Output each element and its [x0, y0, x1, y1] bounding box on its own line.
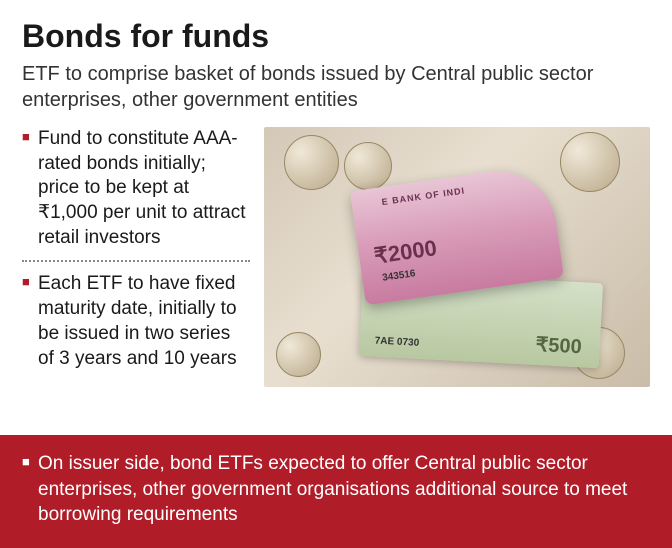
note-2000-serial: 343516 — [382, 268, 417, 284]
coin-icon — [560, 132, 620, 192]
coin-icon — [276, 332, 321, 377]
note-bank-label: E BANK OF INDI — [381, 186, 466, 208]
bullet-divider — [22, 260, 250, 262]
bullets-column: Fund to constitute AAA-rated bonds initi… — [22, 127, 250, 387]
note-2000-value: ₹2000 — [372, 235, 438, 270]
note-500-serial: 7AE 0730 — [374, 335, 419, 348]
headline: Bonds for funds — [22, 18, 650, 55]
subheadline: ETF to comprise basket of bonds issued b… — [22, 61, 650, 113]
currency-image: 7AE 0730 ₹500 E BANK OF INDI ₹2000 34351… — [264, 127, 650, 387]
bullet-item-2: Each ETF to have fixed maturity date, in… — [22, 272, 250, 371]
footer-bullet: On issuer side, bond ETFs expected to of… — [22, 451, 650, 528]
bullet-item-1: Fund to constitute AAA-rated bonds initi… — [22, 127, 250, 250]
coin-icon — [344, 142, 392, 190]
note-500-value: ₹500 — [535, 332, 582, 359]
footer-banner: On issuer side, bond ETFs expected to of… — [0, 435, 672, 548]
coin-icon — [284, 135, 339, 190]
content-row: Fund to constitute AAA-rated bonds initi… — [22, 127, 650, 387]
